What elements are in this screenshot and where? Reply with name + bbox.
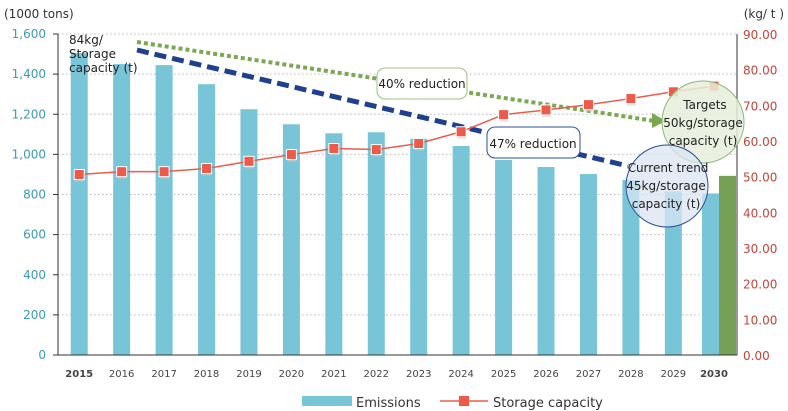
x-tick-label: 2016 <box>109 369 134 380</box>
emissions-bar-2020 <box>282 124 300 355</box>
x-tick-label: 2027 <box>576 369 601 380</box>
storage-capacity-marker-2018 <box>201 162 213 174</box>
emissions-bar-2026 <box>537 167 555 355</box>
left-tick-label: 1,200 <box>12 107 46 121</box>
left-tick-label: 600 <box>23 228 46 242</box>
emissions-bar-2023 <box>410 138 428 355</box>
legend-storage-label: Storage capacity <box>493 396 603 411</box>
left-tick-label: 0 <box>38 348 46 362</box>
right-tick-label: 30.00 <box>743 242 777 256</box>
left-tick-label: 1,600 <box>12 27 46 41</box>
left-tick-label: 200 <box>23 308 46 322</box>
green-reduction-label: 40% reduction <box>378 77 465 91</box>
legend: Emissions Storage capacity <box>302 396 603 411</box>
start-label-2: Storage <box>69 47 116 61</box>
emissions-bar-2015 <box>70 53 88 355</box>
right-tick-label: 0.00 <box>743 349 770 363</box>
emissions-bar-2029 <box>664 191 682 355</box>
emissions-bar-2017 <box>155 65 173 356</box>
right-tick-label: 80.00 <box>743 64 777 78</box>
right-tick-label: 10.00 <box>743 313 777 327</box>
storage-capacity-line <box>73 80 720 182</box>
left-axis-unit: (1000 tons) <box>4 7 74 21</box>
blue-reduction-label: 47% reduction <box>489 137 576 151</box>
storage-capacity-marker-2022 <box>370 144 382 156</box>
right-axis-unit: (kg/ t ) <box>744 7 784 21</box>
annotations: 84kg/Storage capacity (t) 40% reduction 4… <box>69 33 745 228</box>
emissions-bar-2027 <box>579 174 597 355</box>
legend-emissions-swatch <box>302 396 352 406</box>
storage-capacity-marker-2019 <box>243 155 255 167</box>
current-trend-label-1: Current trend <box>628 161 709 175</box>
storage-capacity-marker-2023 <box>413 137 425 149</box>
axes: 0 200 400 600 800 1,000 1,200 1,400 1,600 0.00 10.… <box>12 27 778 380</box>
current-trend-label-3: capacity (t) <box>632 197 701 211</box>
x-tick-label: 2030 <box>700 369 728 380</box>
targets-circle <box>661 80 745 164</box>
start-label-3: capacity (t) <box>69 61 138 75</box>
start-label-1: 84kg/ <box>69 33 104 47</box>
x-tick-label: 2018 <box>194 369 219 380</box>
storage-capacity-marker-2016 <box>116 166 128 178</box>
x-tick-label: 2020 <box>279 369 304 380</box>
emissions-bar-2019 <box>240 109 258 355</box>
left-tick-label: 800 <box>23 188 46 202</box>
left-tick-label: 1,000 <box>12 147 46 161</box>
x-tick-label: 2019 <box>236 369 261 380</box>
target-arrow-icon <box>652 113 666 128</box>
x-tick-label: 2026 <box>533 369 558 380</box>
emissions-bar-2021 <box>325 133 343 355</box>
storage-capacity-marker-2020 <box>285 149 297 161</box>
targets-label-3: capacity (t) <box>669 134 738 148</box>
storage-capacity-marker-2026 <box>540 104 552 116</box>
emissions-bar-2016 <box>113 64 131 355</box>
emissions-bar-2024 <box>452 145 470 355</box>
x-tick-label: 2029 <box>661 369 686 380</box>
emissions-bar-2018 <box>198 84 216 355</box>
x-tick-label: 2023 <box>406 369 431 380</box>
left-tick-label: 400 <box>23 268 46 282</box>
storage-capacity-marker-2015 <box>73 169 85 181</box>
storage-capacity-marker-2017 <box>158 166 170 178</box>
storage-capacity-polyline <box>79 85 715 176</box>
left-tick-label: 1,400 <box>12 67 46 81</box>
x-tick-label: 2025 <box>491 369 516 380</box>
x-tick-label: 2015 <box>65 369 93 380</box>
emissions-bar-2022 <box>367 132 385 355</box>
green-reduction-box <box>376 67 468 100</box>
legend-emissions-label: Emissions <box>356 396 421 411</box>
x-tick-label: 2017 <box>151 369 176 380</box>
right-tick-label: 40.00 <box>743 206 777 220</box>
storage-capacity-marker-2027 <box>582 99 594 111</box>
x-tick-label: 2022 <box>364 369 389 380</box>
storage-capacity-marker-2024 <box>455 126 467 138</box>
right-tick-label: 50.00 <box>743 171 777 185</box>
right-tick-label: 90.00 <box>743 28 777 42</box>
blue-reduction-box <box>486 126 581 159</box>
right-tick-label: 70.00 <box>743 99 777 113</box>
storage-capacity-marker-2025 <box>498 109 510 121</box>
emissions-bar-2030 <box>702 193 719 355</box>
x-tick-label: 2021 <box>321 369 346 380</box>
x-tick-label: 2028 <box>618 369 643 380</box>
targets-label-1: Targets <box>682 98 726 112</box>
current-trend-label-2: 45kg/storage <box>626 179 705 193</box>
legend-storage-marker <box>459 396 469 406</box>
emissions-bar-2025 <box>495 159 513 355</box>
current-trend-circle <box>625 144 709 228</box>
storage-capacity-marker-2021 <box>328 142 340 154</box>
bars <box>70 53 736 356</box>
target-bar-2030 <box>719 175 736 355</box>
emissions-bar-2028 <box>622 180 640 355</box>
storage-capacity-marker-2028 <box>625 93 637 105</box>
right-tick-label: 60.00 <box>743 135 777 149</box>
targets-label-2: 50kg/storage <box>663 116 742 130</box>
x-tick-label: 2024 <box>448 369 473 380</box>
right-tick-label: 20.00 <box>743 278 777 292</box>
